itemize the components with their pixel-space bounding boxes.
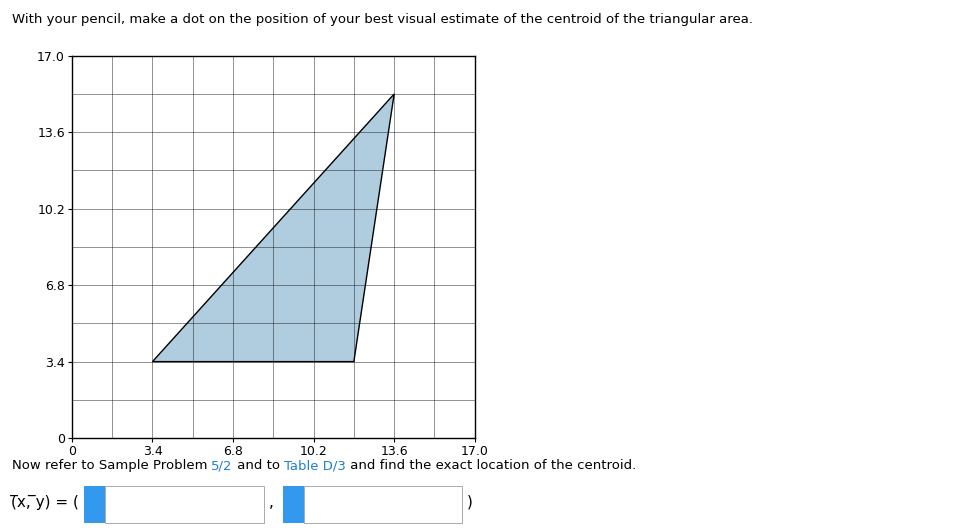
Text: i: i — [291, 498, 295, 511]
Text: ,: , — [269, 495, 273, 510]
Text: ): ) — [467, 495, 473, 510]
Text: and to: and to — [233, 459, 284, 472]
Text: and find the exact location of the centroid.: and find the exact location of the centr… — [346, 459, 636, 472]
Text: With your pencil, make a dot on the position of your best visual estimate of the: With your pencil, make a dot on the posi… — [12, 13, 753, 26]
Text: i: i — [92, 498, 97, 511]
Text: 5/2: 5/2 — [211, 459, 233, 472]
Polygon shape — [152, 94, 394, 362]
Text: Now refer to Sample Problem: Now refer to Sample Problem — [12, 459, 211, 472]
Text: Table D/3: Table D/3 — [284, 459, 346, 472]
Text: (̅x, ̅y) = (: (̅x, ̅y) = ( — [12, 495, 84, 510]
